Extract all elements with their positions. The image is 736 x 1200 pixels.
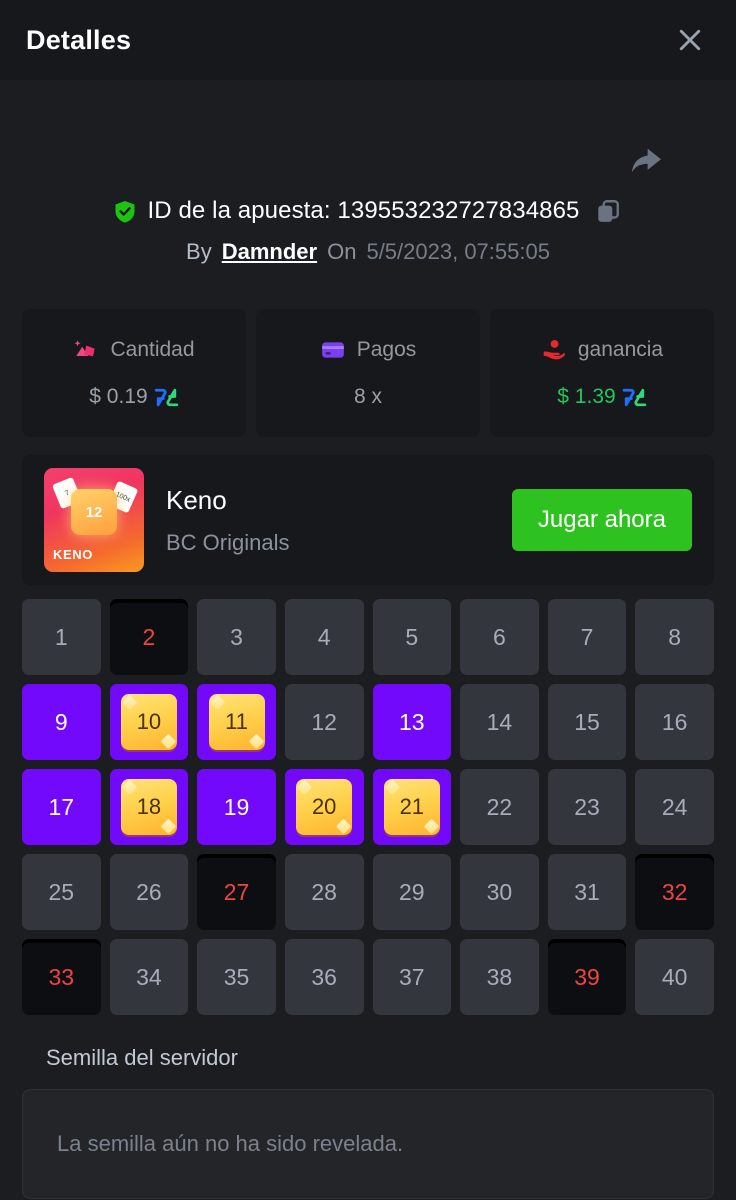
stat-value-row: $ 1.39 (557, 385, 646, 410)
stat-card-amount: Cantidad $ 0.19 (22, 309, 246, 437)
keno-cell-23[interactable]: 23 (547, 769, 627, 845)
keno-cell-15[interactable]: 15 (547, 684, 627, 760)
keno-cell-13[interactable]: 13 (372, 684, 452, 760)
stat-label: ganancia (577, 337, 664, 361)
keno-cell-16[interactable]: 16 (635, 684, 714, 760)
keno-cell-19[interactable]: 19 (197, 769, 276, 845)
keno-cell-37[interactable]: 37 (372, 939, 452, 1015)
stat-card-profit: ganancia $ 1.39 (490, 309, 714, 437)
stat-value: 8 x (353, 385, 382, 408)
keno-cell-9[interactable]: 9 (22, 684, 101, 760)
on-label: On (327, 239, 357, 264)
share-icon[interactable] (626, 142, 666, 182)
keno-cell-8[interactable]: 8 (635, 599, 714, 675)
keno-cell-11[interactable]: 11 (197, 684, 276, 760)
stat-label: Cantidad (110, 337, 195, 361)
keno-cell-26[interactable]: 26 (109, 854, 189, 930)
bet-id-text: ID de la apuesta: 139553232727834865 (147, 197, 580, 224)
thumb-label: KENO (53, 547, 93, 562)
keno-cell-18[interactable]: 18 (109, 769, 189, 845)
payout-card-icon (321, 342, 344, 358)
stat-value-row: 8 x (354, 385, 382, 409)
keno-cell-34[interactable]: 34 (109, 939, 189, 1015)
modal-header: Detalles (0, 0, 736, 80)
stat-value: $ 1.39 (557, 385, 616, 408)
game-thumbnail[interactable]: 7 100x 12 KENO (44, 468, 144, 572)
copy-icon[interactable] (593, 196, 623, 226)
keno-cell-1[interactable]: 1 (22, 599, 101, 675)
keno-cell-35[interactable]: 35 (197, 939, 276, 1015)
keno-grid: 1 2 3 4 5 6 7 8 9 10 11 12 13 14 15 16 17 18 19 20 21 22 23 24 2… (22, 599, 714, 1015)
keno-cell-6[interactable]: 6 (460, 599, 539, 675)
stat-cards: Cantidad $ 0.19 Pago (0, 309, 736, 437)
keno-cell-24[interactable]: 24 (635, 769, 714, 845)
close-icon[interactable] (670, 20, 710, 60)
keno-cell-28[interactable]: 28 (284, 854, 364, 930)
profit-hand-icon (543, 339, 565, 359)
keno-gem-icon: 21 (383, 779, 440, 835)
thumb-gem: 12 (71, 489, 117, 535)
keno-cell-32[interactable]: 32 (635, 854, 714, 930)
keno-cell-40[interactable]: 40 (635, 939, 714, 1015)
bet-username[interactable]: Damnder (221, 239, 318, 264)
stat-value-row: $ 0.19 (89, 385, 178, 410)
keno-cell-30[interactable]: 30 (460, 854, 539, 930)
stat-head: ganancia (541, 337, 663, 363)
server-seed-box[interactable]: La semilla aún no ha sido revelada. (22, 1089, 714, 1199)
keno-cell-4[interactable]: 4 (284, 599, 364, 675)
stat-head: Cantidad (73, 337, 195, 363)
keno-cell-33[interactable]: 33 (22, 939, 101, 1015)
game-provider: BC Originals (166, 529, 290, 555)
keno-cell-38[interactable]: 38 (460, 939, 539, 1015)
stat-head: Pagos (320, 337, 417, 363)
keno-cell-36[interactable]: 36 (284, 939, 364, 1015)
keno-cell-10[interactable]: 10 (109, 684, 189, 760)
stat-value: $ 0.19 (89, 385, 148, 408)
by-label: By (186, 239, 212, 264)
play-now-button[interactable]: Jugar ahora (511, 489, 692, 551)
keno-gem-icon: 10 (120, 694, 177, 750)
stat-label: Pagos (356, 338, 417, 361)
keno-cell-20[interactable]: 20 (284, 769, 364, 845)
page-title: Detalles (26, 24, 132, 55)
keno-cell-29[interactable]: 29 (372, 854, 452, 930)
server-seed-label: Semilla del servidor (46, 1045, 238, 1070)
keno-cell-5[interactable]: 5 (372, 599, 452, 675)
bet-amount-icon (74, 339, 96, 356)
bet-date: 5/5/2023, 07:55:05 (366, 239, 550, 264)
server-seed-section: Semilla del servidor La semilla aún no h… (22, 1045, 714, 1199)
keno-gem-icon: 11 (208, 694, 265, 750)
shield-check-icon (115, 200, 134, 222)
keno-cell-25[interactable]: 25 (22, 854, 101, 930)
keno-cell-17[interactable]: 17 (22, 769, 101, 845)
keno-cell-27[interactable]: 27 (197, 854, 276, 930)
keno-cell-39[interactable]: 39 (547, 939, 627, 1015)
game-card: 7 100x 12 KENO Keno BC Originals Jugar a… (22, 455, 714, 585)
server-seed-value: La semilla aún no ha sido revelada. (57, 1131, 404, 1156)
modal-body: ID de la apuesta: 139553232727834865 By … (0, 80, 736, 1200)
keno-gem-icon: 18 (120, 779, 177, 835)
keno-cell-31[interactable]: 31 (547, 854, 627, 930)
crypto-coin-icon (622, 388, 646, 406)
keno-cell-14[interactable]: 14 (460, 684, 539, 760)
keno-cell-3[interactable]: 3 (197, 599, 276, 675)
bet-id-row: ID de la apuesta: 139553232727834865 (0, 196, 736, 226)
keno-cell-22[interactable]: 22 (460, 769, 539, 845)
stat-card-payout: Pagos 8 x (256, 309, 480, 437)
keno-cell-2[interactable]: 2 (109, 599, 189, 675)
keno-cell-21[interactable]: 21 (372, 769, 452, 845)
keno-cell-12[interactable]: 12 (284, 684, 364, 760)
share-row (0, 80, 736, 182)
keno-gem-icon: 20 (296, 779, 353, 835)
crypto-coin-icon (154, 388, 178, 406)
game-title: Keno (166, 484, 227, 515)
game-meta: Keno BC Originals (166, 485, 490, 556)
keno-cell-7[interactable]: 7 (547, 599, 627, 675)
byline: By Damnder On 5/5/2023, 07:55:05 (0, 239, 736, 265)
